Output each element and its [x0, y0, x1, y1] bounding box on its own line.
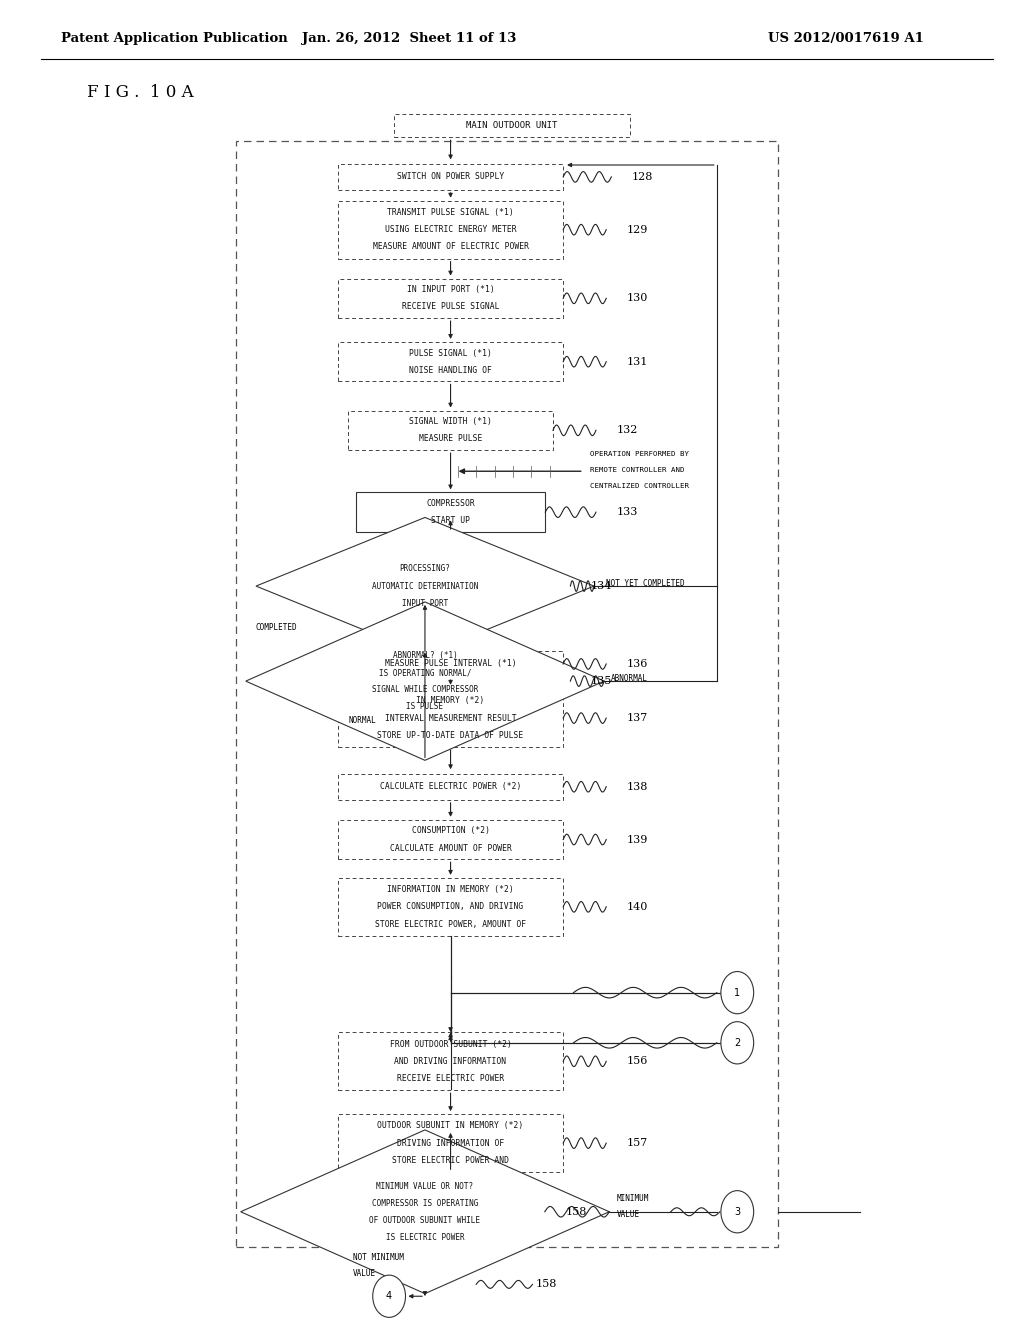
Text: 136: 136: [627, 659, 648, 669]
FancyBboxPatch shape: [338, 774, 563, 800]
Text: STORE ELECTRIC POWER, AMOUNT OF: STORE ELECTRIC POWER, AMOUNT OF: [375, 920, 526, 928]
Text: COMPRESSOR: COMPRESSOR: [426, 499, 475, 508]
Text: 132: 132: [616, 425, 638, 436]
Text: OPERATION PERFORMED BY: OPERATION PERFORMED BY: [590, 451, 689, 457]
Text: AND DRIVING INFORMATION: AND DRIVING INFORMATION: [394, 1057, 507, 1065]
Circle shape: [373, 1275, 406, 1317]
Text: REMOTE CONTROLLER AND: REMOTE CONTROLLER AND: [590, 467, 684, 473]
Text: Patent Application Publication: Patent Application Publication: [61, 32, 288, 45]
Text: MEASURE PULSE INTERVAL (*1): MEASURE PULSE INTERVAL (*1): [385, 660, 516, 668]
Text: 139: 139: [627, 834, 648, 845]
FancyBboxPatch shape: [338, 279, 563, 318]
Text: 137: 137: [627, 713, 648, 723]
Text: MEASURE AMOUNT OF ELECTRIC POWER: MEASURE AMOUNT OF ELECTRIC POWER: [373, 243, 528, 251]
Text: 133: 133: [616, 507, 638, 517]
Text: MAIN OUTDOOR UNIT: MAIN OUTDOOR UNIT: [466, 121, 558, 129]
FancyBboxPatch shape: [338, 651, 563, 677]
Text: SWITCH ON POWER SUPPLY: SWITCH ON POWER SUPPLY: [397, 173, 504, 181]
FancyBboxPatch shape: [338, 201, 563, 259]
Text: 138: 138: [627, 781, 648, 792]
FancyBboxPatch shape: [338, 1032, 563, 1090]
Text: STORE UP-TO-DATE DATA OF PULSE: STORE UP-TO-DATE DATA OF PULSE: [378, 731, 523, 739]
Text: 157: 157: [627, 1138, 648, 1148]
FancyBboxPatch shape: [338, 1114, 563, 1172]
Polygon shape: [241, 1130, 609, 1294]
FancyBboxPatch shape: [338, 164, 563, 190]
Text: CALCULATE ELECTRIC POWER (*2): CALCULATE ELECTRIC POWER (*2): [380, 783, 521, 791]
FancyBboxPatch shape: [348, 411, 553, 450]
Circle shape: [721, 1191, 754, 1233]
Text: SIGNAL WIDTH (*1): SIGNAL WIDTH (*1): [410, 417, 492, 426]
FancyBboxPatch shape: [394, 114, 630, 137]
Text: DRIVING INFORMATION OF: DRIVING INFORMATION OF: [397, 1139, 504, 1147]
Text: TRANSMIT PULSE SIGNAL (*1): TRANSMIT PULSE SIGNAL (*1): [387, 209, 514, 216]
Text: IN MEMORY (*2): IN MEMORY (*2): [417, 697, 484, 705]
Text: CENTRALIZED CONTROLLER: CENTRALIZED CONTROLLER: [590, 483, 689, 488]
Text: 3: 3: [734, 1206, 740, 1217]
Text: VALUE: VALUE: [616, 1210, 640, 1218]
Text: USING ELECTRIC ENERGY METER: USING ELECTRIC ENERGY METER: [385, 226, 516, 234]
Text: 158: 158: [565, 1206, 587, 1217]
Text: SIGNAL WHILE COMPRESSOR: SIGNAL WHILE COMPRESSOR: [372, 685, 478, 694]
Text: INTERVAL MEASUREMENT RESULT: INTERVAL MEASUREMENT RESULT: [385, 714, 516, 722]
Text: 2: 2: [734, 1038, 740, 1048]
Text: NOT MINIMUM: NOT MINIMUM: [353, 1254, 404, 1262]
Text: MINIMUM VALUE OR NOT?: MINIMUM VALUE OR NOT?: [377, 1181, 473, 1191]
Text: IS ELECTRIC POWER: IS ELECTRIC POWER: [386, 1233, 464, 1242]
Text: COMPRESSOR IS OPERATING: COMPRESSOR IS OPERATING: [372, 1199, 478, 1208]
Text: 129: 129: [627, 224, 648, 235]
Text: ABNORMAL: ABNORMAL: [611, 675, 648, 682]
Text: RECEIVE PULSE SIGNAL: RECEIVE PULSE SIGNAL: [401, 302, 500, 312]
Text: AUTOMATIC DETERMINATION: AUTOMATIC DETERMINATION: [372, 582, 478, 590]
Text: IS OPERATING NORMAL/: IS OPERATING NORMAL/: [379, 668, 471, 677]
Text: COMPLETED: COMPLETED: [256, 623, 298, 631]
Text: 158: 158: [536, 1279, 557, 1290]
Polygon shape: [256, 517, 594, 655]
FancyBboxPatch shape: [338, 878, 563, 936]
Text: NORMAL: NORMAL: [348, 717, 376, 725]
Text: 135: 135: [591, 676, 612, 686]
Text: Jan. 26, 2012  Sheet 11 of 13: Jan. 26, 2012 Sheet 11 of 13: [302, 32, 517, 45]
Text: NOISE HANDLING OF: NOISE HANDLING OF: [410, 366, 492, 375]
Text: 156: 156: [627, 1056, 648, 1067]
Text: OF OUTDOOR SUBUNIT WHILE: OF OUTDOOR SUBUNIT WHILE: [370, 1216, 480, 1225]
Text: PULSE SIGNAL (*1): PULSE SIGNAL (*1): [410, 348, 492, 358]
Text: F I G .  1 0 A: F I G . 1 0 A: [87, 84, 194, 100]
Polygon shape: [246, 602, 604, 760]
Text: ABNORMAL? (*1): ABNORMAL? (*1): [392, 651, 458, 660]
Text: 134: 134: [591, 581, 612, 591]
FancyBboxPatch shape: [338, 689, 563, 747]
Text: 128: 128: [632, 172, 653, 182]
Text: START UP: START UP: [431, 516, 470, 525]
Text: 1: 1: [734, 987, 740, 998]
Text: VALUE: VALUE: [353, 1270, 377, 1278]
Text: POWER CONSUMPTION, AND DRIVING: POWER CONSUMPTION, AND DRIVING: [378, 903, 523, 911]
Circle shape: [721, 1022, 754, 1064]
Text: RECEIVE ELECTRIC POWER: RECEIVE ELECTRIC POWER: [397, 1074, 504, 1082]
Text: 130: 130: [627, 293, 648, 304]
Text: FROM OUTDOOR SUBUNIT (*2): FROM OUTDOOR SUBUNIT (*2): [389, 1040, 512, 1048]
FancyBboxPatch shape: [338, 342, 563, 381]
Text: 140: 140: [627, 902, 648, 912]
Text: CONSUMPTION (*2): CONSUMPTION (*2): [412, 826, 489, 836]
Text: NOT YET COMPLETED: NOT YET COMPLETED: [606, 579, 685, 587]
Text: IS PULSE: IS PULSE: [407, 702, 443, 711]
Text: OUTDOOR SUBUNIT IN MEMORY (*2): OUTDOOR SUBUNIT IN MEMORY (*2): [378, 1122, 523, 1130]
FancyBboxPatch shape: [338, 820, 563, 859]
Text: PROCESSING?: PROCESSING?: [399, 565, 451, 573]
Circle shape: [721, 972, 754, 1014]
Text: INFORMATION IN MEMORY (*2): INFORMATION IN MEMORY (*2): [387, 886, 514, 894]
Text: MEASURE PULSE: MEASURE PULSE: [419, 434, 482, 444]
Text: 131: 131: [627, 356, 648, 367]
Text: INPUT PORT: INPUT PORT: [401, 599, 449, 607]
Text: IN INPUT PORT (*1): IN INPUT PORT (*1): [407, 285, 495, 294]
Text: MINIMUM: MINIMUM: [616, 1195, 649, 1203]
FancyBboxPatch shape: [356, 492, 545, 532]
Text: STORE ELECTRIC POWER AND: STORE ELECTRIC POWER AND: [392, 1156, 509, 1164]
Text: CALCULATE AMOUNT OF POWER: CALCULATE AMOUNT OF POWER: [389, 843, 512, 853]
Text: 4: 4: [386, 1291, 392, 1302]
Text: US 2012/0017619 A1: US 2012/0017619 A1: [768, 32, 924, 45]
